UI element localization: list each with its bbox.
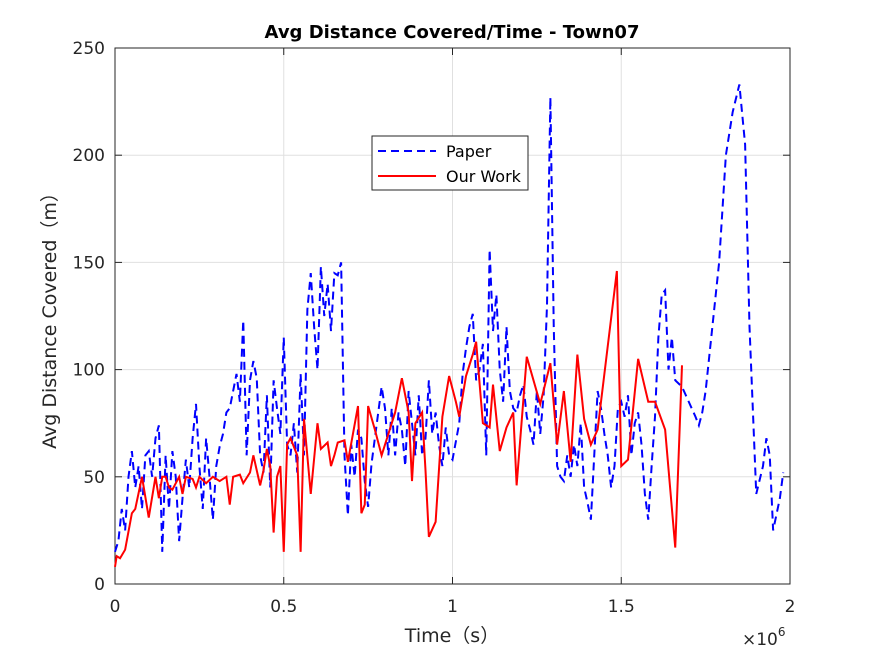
y-tick-label: 200 (73, 146, 105, 166)
axes-box (114, 47, 791, 585)
x-multiplier-base: ×10 (742, 630, 778, 650)
legend-label: Paper (446, 142, 492, 161)
y-tick-label: 250 (73, 39, 105, 59)
series-line (114, 84, 785, 553)
legend: Paper Our Work (371, 135, 529, 191)
x-tick-label: 1 (447, 597, 458, 617)
series-line (114, 270, 683, 568)
x-tick-label: 2 (785, 597, 796, 617)
legend-box (371, 135, 529, 191)
legend-label: Our Work (446, 167, 522, 186)
x-tick-label: 1.5 (608, 597, 635, 617)
x-multiplier-exponent: 6 (778, 625, 786, 639)
x-tick-label: 0.5 (270, 597, 297, 617)
x-multiplier: ×106 (742, 625, 786, 650)
x-axis-label: Time（s） (404, 625, 499, 647)
chart-title: Avg Distance Covered/Time - Town07 (265, 22, 640, 43)
y-tick-label: 50 (83, 468, 105, 488)
y-tick-label: 150 (73, 253, 105, 273)
y-tick-label: 0 (94, 575, 105, 595)
y-tick-label: 100 (73, 361, 105, 381)
x-tick-label: 0 (110, 597, 121, 617)
y-axis-label: Avg Distance Covered（m） (39, 183, 61, 449)
